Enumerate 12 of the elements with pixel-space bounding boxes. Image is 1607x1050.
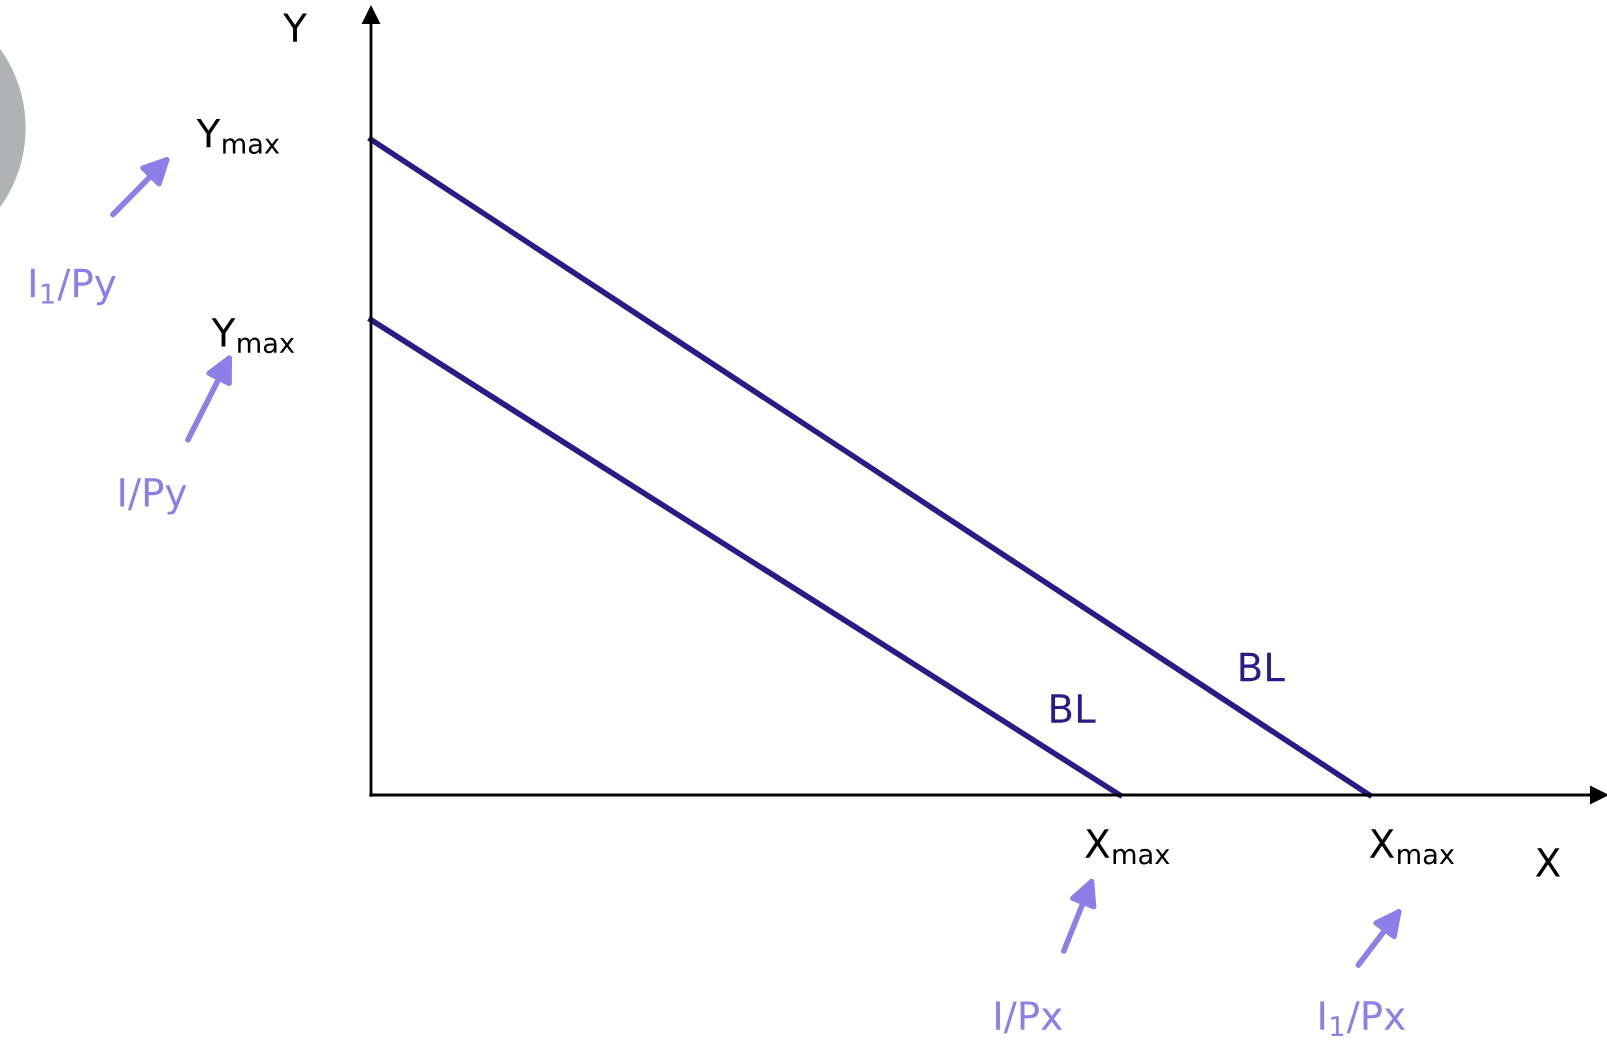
text: Y$_{max}$ [211,318,295,354]
x-axis-title: X [1535,848,1561,877]
text: I$_{1}$/Py [30,268,116,306]
text: Y$_{max}$ [196,118,280,154]
text: I$_{1}$/Px [1320,1001,1405,1037]
text: X$_{max}$ [1369,829,1455,865]
series-label: BL [1051,694,1096,723]
text: I/Px [996,1001,1063,1034]
series-label: BL [1240,652,1285,682]
text: X$_{max}$ [1085,829,1170,865]
text: I/Py [120,478,187,515]
y-axis-title: Y [283,13,307,42]
